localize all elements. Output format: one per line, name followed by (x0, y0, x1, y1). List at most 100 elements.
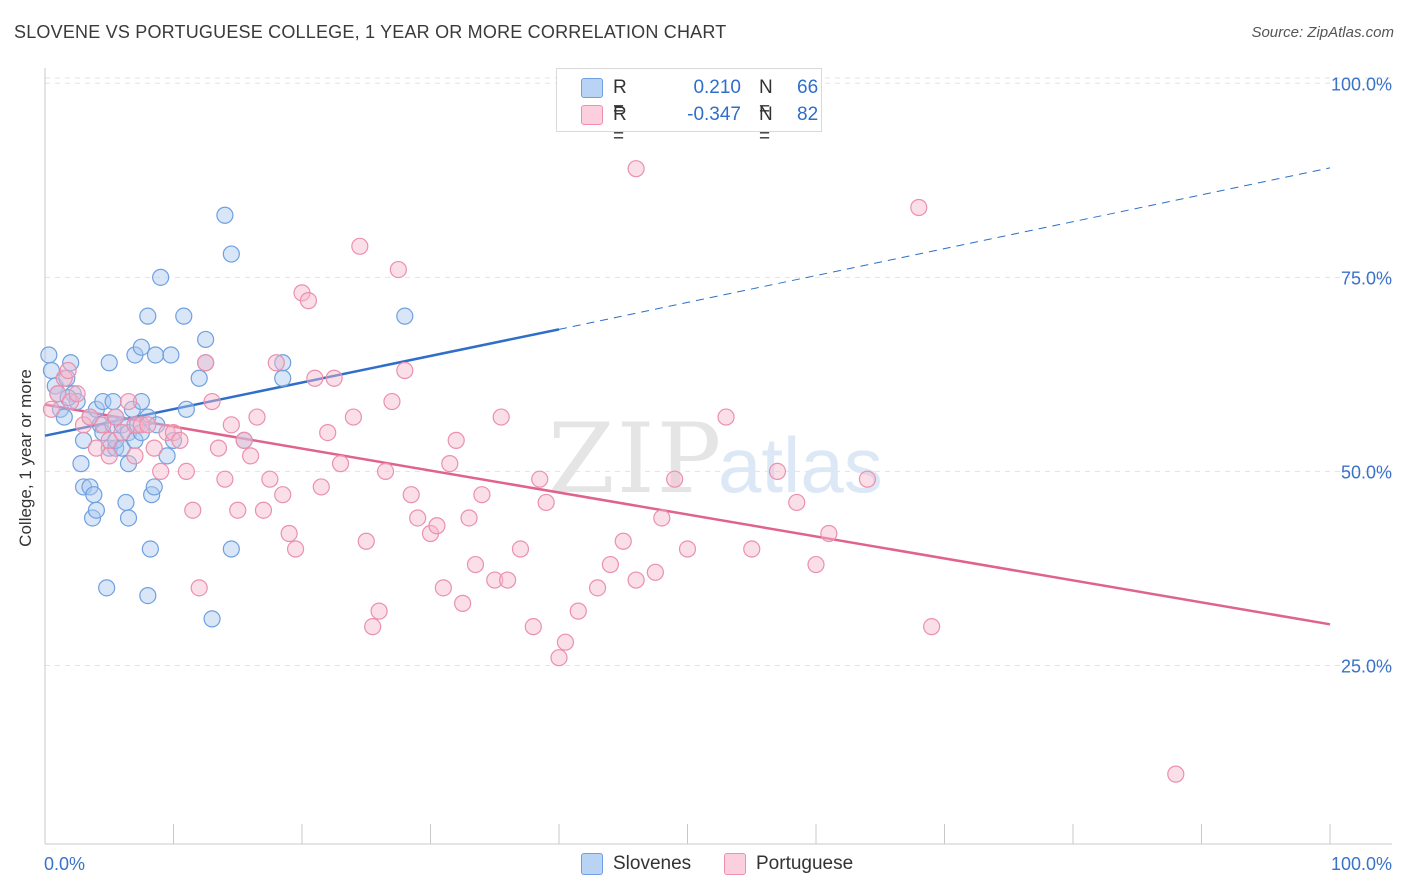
x-tick-label: 100.0% (1331, 854, 1392, 874)
portuguese-point (351, 237, 369, 255)
slovene-point (87, 501, 106, 519)
portuguese-point (158, 423, 176, 442)
portuguese-point (370, 602, 388, 620)
portuguese-point (81, 408, 99, 426)
portuguese-point (107, 408, 125, 426)
portuguese-point (627, 160, 645, 178)
slovene-point (139, 307, 157, 325)
portuguese-point (100, 447, 118, 465)
slovene-point (119, 509, 138, 527)
slovene-point (177, 400, 195, 418)
portuguese-swatch (724, 853, 746, 875)
portuguese-point (383, 392, 401, 411)
portuguese-point (280, 524, 298, 543)
portuguese-point (376, 462, 395, 481)
portuguese-point (197, 354, 215, 372)
slovene-point (141, 540, 159, 558)
y-axis-title: College, 1 year or more (16, 369, 35, 547)
portuguese-point (556, 633, 575, 651)
portuguese-point (492, 408, 510, 426)
portuguese-point (434, 579, 452, 597)
legend-label: Slovenes (613, 853, 692, 874)
portuguese-point (537, 493, 555, 512)
slovene-point (100, 354, 118, 372)
slovene-point (40, 346, 58, 364)
slovene-point (222, 245, 240, 263)
portuguese-point (209, 439, 228, 457)
source-label: Source: ZipAtlas.com (1251, 24, 1394, 41)
watermark-atlas: atlas (718, 421, 883, 509)
slovene-point (85, 486, 103, 504)
portuguese-point (357, 532, 375, 550)
portuguese-point (325, 369, 343, 387)
portuguese-point (402, 486, 420, 504)
r-label: R = (613, 77, 627, 120)
portuguese-point (653, 509, 671, 527)
slovene-point (175, 307, 193, 325)
slovene-point (197, 330, 215, 349)
y-tick-label: 100.0% (1331, 74, 1392, 94)
r-value: -0.347 (687, 104, 741, 125)
slovene-point (274, 354, 292, 372)
slovene-point (158, 447, 176, 465)
portuguese-point (126, 416, 144, 434)
portuguese-point (42, 400, 61, 418)
portuguese-point (55, 369, 73, 387)
watermark-zip: ZIP (548, 403, 723, 515)
portuguese-point (222, 416, 240, 434)
slovene-point (117, 493, 135, 512)
portuguese-point (646, 563, 664, 581)
portuguese-point (132, 416, 150, 434)
portuguese-point (614, 532, 632, 550)
portuguese-point (807, 555, 825, 574)
slovene-point (104, 392, 122, 411)
portuguese-point (364, 618, 382, 636)
portuguese-point (820, 524, 838, 543)
slovene-point (146, 346, 165, 364)
portuguese-point (49, 385, 67, 403)
portuguese-point (299, 292, 318, 310)
portuguese-point (190, 579, 208, 597)
portuguese-point (184, 501, 202, 519)
portuguese-point (460, 509, 478, 527)
n-value: 66 (797, 77, 819, 98)
portuguese-point (274, 486, 292, 504)
portuguese-point (267, 354, 285, 372)
portuguese-point (312, 478, 330, 496)
portuguese-point (229, 501, 247, 519)
portuguese-point (499, 571, 517, 589)
portuguese-point (486, 571, 504, 589)
x-tick-label: 0.0% (44, 854, 85, 874)
portuguese-point (145, 439, 163, 457)
slovene-point (139, 587, 157, 605)
portuguese-point (601, 555, 620, 574)
gridlines (45, 77, 1392, 666)
slovene-point (83, 509, 102, 527)
portuguese-point (152, 462, 170, 481)
portuguese-point (59, 361, 77, 380)
slovenes-swatch (581, 853, 603, 875)
n-value: 82 (797, 104, 819, 125)
portuguese-point (717, 408, 735, 426)
portuguese-trend-line (44, 403, 1331, 626)
portuguese-point (454, 594, 472, 612)
portuguese-point (94, 416, 112, 434)
portuguese-point (119, 392, 138, 411)
portuguese-point (524, 618, 542, 636)
slovene-point (216, 206, 234, 224)
n-label: N = (759, 104, 773, 147)
slovene-point (98, 579, 116, 597)
y-tick-label: 25.0% (1341, 656, 1392, 676)
slovenes-trend-extension (558, 167, 1331, 330)
portuguese-point (788, 493, 806, 512)
portuguese-point (396, 361, 414, 380)
portuguese-point (344, 408, 362, 426)
portuguese-point (569, 602, 587, 620)
slovene-point (396, 307, 414, 325)
portuguese-point (923, 618, 941, 636)
portuguese-point (466, 555, 485, 574)
axes (44, 68, 1392, 845)
portuguese-point (216, 470, 234, 488)
